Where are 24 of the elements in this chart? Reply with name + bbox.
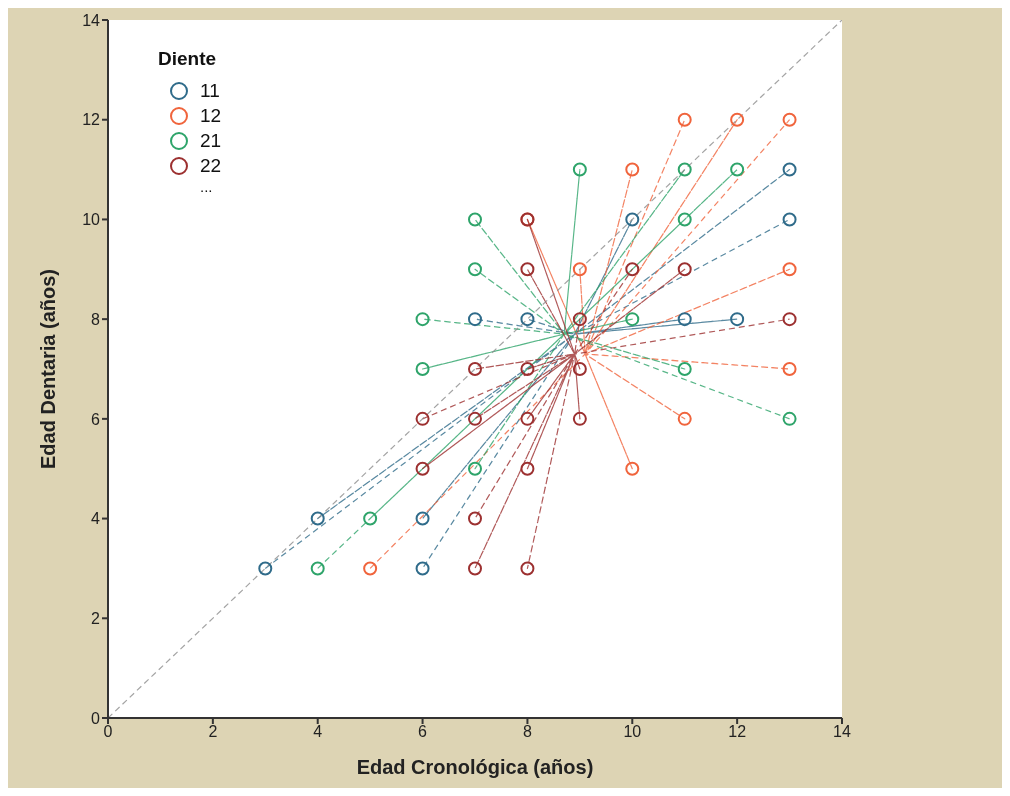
x-tick-label: 10: [623, 723, 642, 741]
y-tick-label: 10: [82, 211, 101, 229]
y-tick-label: 8: [91, 310, 101, 328]
y-tick-label: 14: [82, 11, 101, 29]
x-tick-label: 8: [522, 723, 532, 741]
annotation: ...: [200, 178, 214, 195]
x-axis-title: Edad Cronológica (años): [356, 756, 594, 778]
y-tick-label: 4: [91, 510, 101, 528]
y-tick-label: 0: [91, 709, 101, 727]
x-tick-label: 2: [208, 723, 218, 741]
legend-label: 12: [200, 104, 222, 127]
x-tick-label: 4: [313, 723, 323, 741]
legend-label: 21: [200, 129, 222, 152]
legend-label: 22: [200, 154, 222, 177]
x-tick-label: 0: [103, 723, 113, 741]
x-tick-label: 14: [833, 723, 851, 741]
y-tick-label: 6: [91, 410, 101, 428]
x-tick-label: 6: [418, 723, 428, 741]
legend-title: Diente: [158, 48, 218, 70]
x-tick-label: 12: [728, 723, 747, 741]
y-axis-title: Edad Dentaria (años): [37, 268, 60, 470]
y-tick-label: 12: [82, 111, 101, 129]
y-tick-label: 2: [91, 609, 101, 627]
legend-label: 11: [200, 79, 220, 102]
